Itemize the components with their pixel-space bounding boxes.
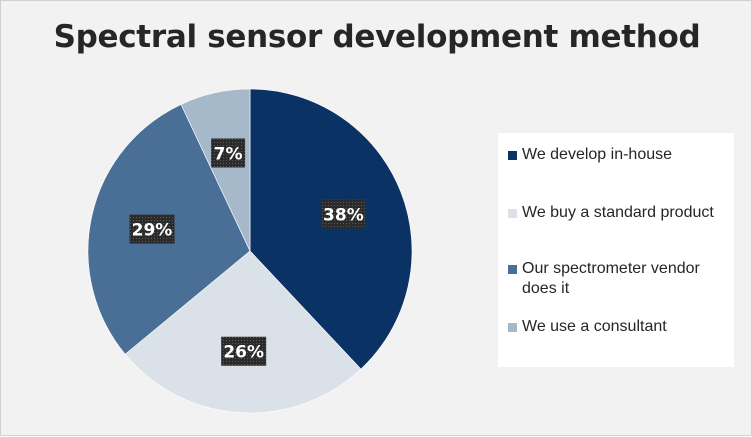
data-label-standard-product: 26% — [221, 336, 267, 366]
data-label-text: 7% — [214, 144, 243, 164]
chart-legend: We develop in-house We buy a standard pr… — [498, 133, 734, 367]
pie-slice-consultant — [180, 88, 251, 252]
data-label-text: 38% — [323, 206, 364, 226]
data-label-in-house: 38% — [320, 199, 366, 229]
pie-slice-standard-product — [124, 250, 362, 414]
legend-item-standard-product: We buy a standard product — [508, 203, 730, 223]
legend-label: We use a consultant — [522, 318, 667, 335]
data-label-consultant: 7% — [211, 138, 246, 168]
legend-swatch — [508, 323, 517, 332]
data-label-box — [211, 138, 246, 168]
legend-swatch — [508, 151, 517, 160]
chart-title: Spectral sensor development method — [53, 19, 701, 55]
legend-swatch — [508, 209, 517, 218]
legend-item-vendor: Our spectrometer vendor does it — [508, 259, 730, 299]
data-label-box — [221, 336, 267, 366]
data-label-vendor: 29% — [129, 214, 175, 244]
legend-label: We buy a standard product — [522, 204, 714, 221]
legend-item-consultant: We use a consultant — [508, 317, 730, 337]
legend-label: Our spectrometer vendor does it — [522, 260, 700, 297]
legend-item-in-house: We develop in-house — [508, 145, 730, 165]
data-label-text: 26% — [223, 343, 264, 363]
data-label-box — [320, 199, 366, 229]
legend-label: We develop in-house — [522, 146, 673, 163]
data-label-text: 29% — [132, 221, 173, 241]
legend-swatch — [508, 265, 517, 274]
data-label-box — [129, 214, 175, 244]
pie-slice-in-house — [249, 88, 413, 370]
